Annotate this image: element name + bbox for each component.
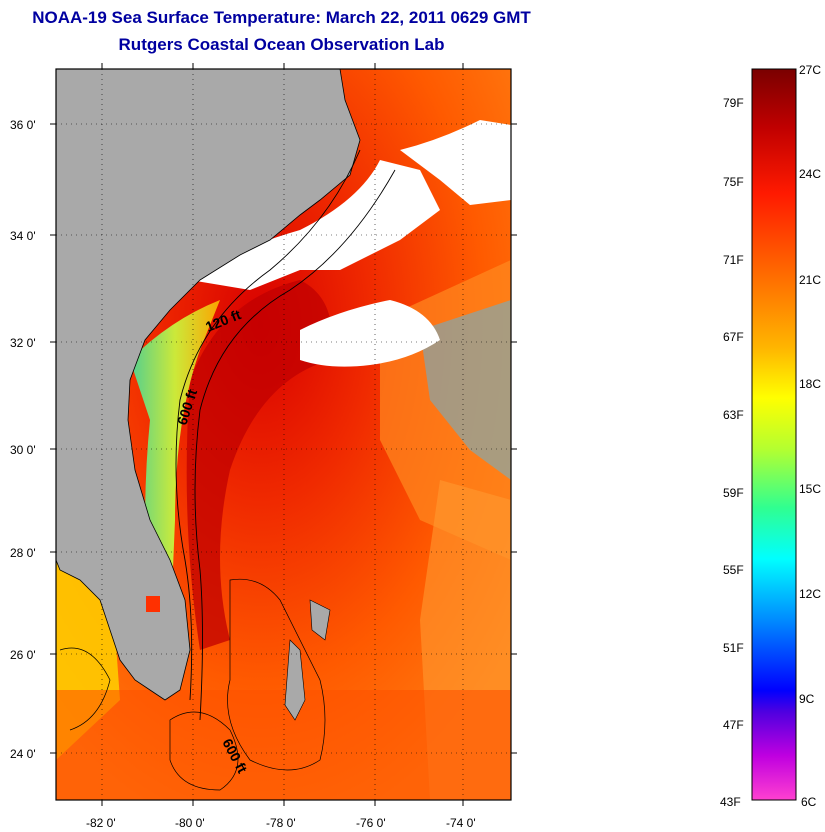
colorbar-c-12: 12C [799, 587, 821, 601]
lat-label-34: 34 0' [10, 229, 36, 243]
sst-raster [56, 69, 511, 800]
colorbar-c-9: 9C [799, 692, 815, 706]
map-subtitle: Rutgers Coastal Ocean Observation Lab [118, 35, 445, 54]
colorbar-f-63: 63F [723, 408, 744, 422]
colorbar-f-67: 67F [723, 330, 744, 344]
colorbar-c-18: 18C [799, 377, 821, 391]
axis-ticks [50, 63, 517, 806]
colorbar-f-79: 79F [723, 96, 744, 110]
lat-label-26: 26 0' [10, 648, 36, 662]
colorbar-f-51: 51F [723, 641, 744, 655]
lon-label-74: -74 0' [446, 816, 476, 830]
lat-label-30: 30 0' [10, 443, 36, 457]
map-title: NOAA-19 Sea Surface Temperature: March 2… [32, 8, 531, 27]
lat-label-36: 36 0' [10, 118, 36, 132]
land-mass [56, 69, 361, 701]
colorbar-f-59: 59F [723, 486, 744, 500]
colorbar-c-24: 24C [799, 167, 821, 181]
colorbar [751, 68, 797, 801]
colorbar-c-6: 6C [801, 795, 817, 809]
lon-label-78: -78 0' [266, 816, 296, 830]
colorbar-f-75: 75F [723, 175, 744, 189]
lon-label-76: -76 0' [356, 816, 386, 830]
lat-label-24: 24 0' [10, 747, 36, 761]
colorbar-f-43: 43F [720, 795, 741, 809]
colorbar-c-21: 21C [799, 273, 821, 287]
lon-label-80: -80 0' [175, 816, 205, 830]
colorbar-f-47: 47F [723, 718, 744, 732]
lat-label-32: 32 0' [10, 336, 36, 350]
lat-label-28: 28 0' [10, 546, 36, 560]
colorbar-c-27: 27C [799, 63, 821, 77]
colorbar-c-15: 15C [799, 482, 821, 496]
lon-label-82: -82 0' [86, 816, 116, 830]
colorbar-f-55: 55F [723, 563, 744, 577]
colorbar-f-71: 71F [723, 253, 744, 267]
